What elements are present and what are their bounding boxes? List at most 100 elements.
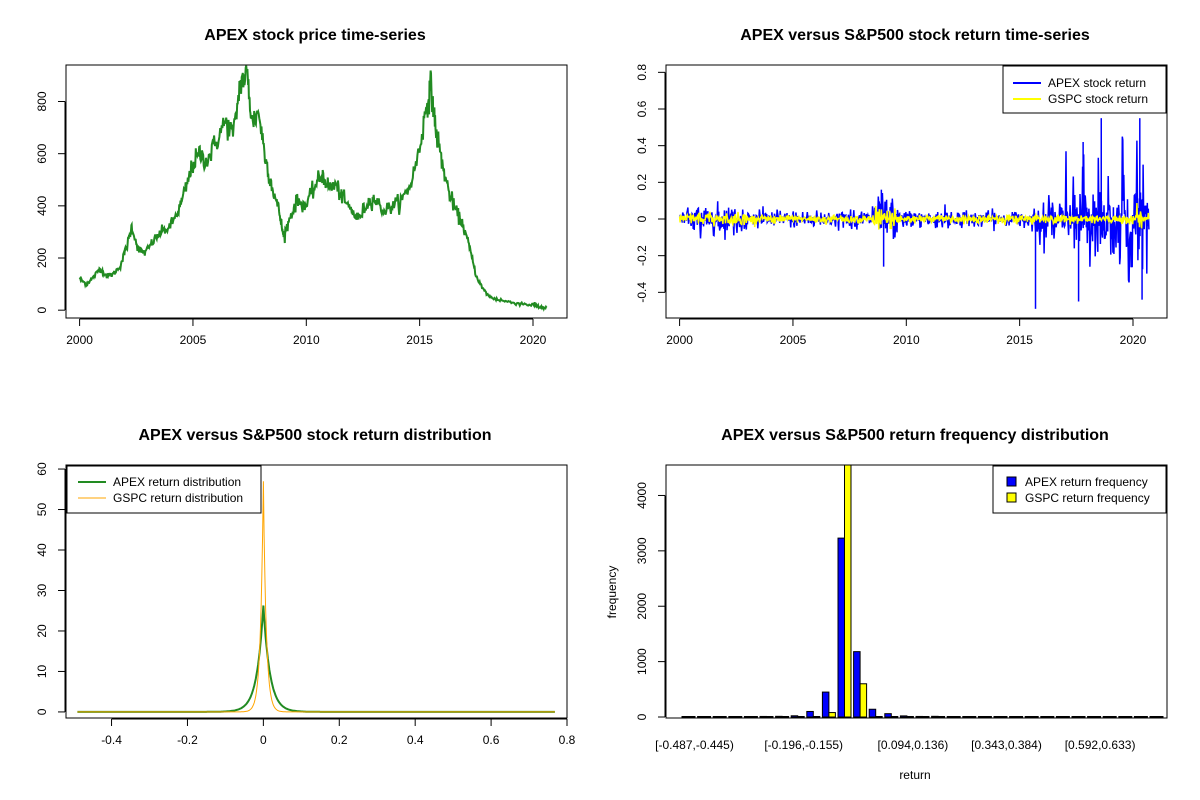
gspc-frequency-bar (875, 716, 883, 718)
gspc-frequency-bar (1015, 716, 1024, 718)
x-tick-label: 0.2 (331, 733, 348, 747)
apex-frequency-bar (1024, 716, 1033, 718)
panel-return-distribution: APEX versus S&P500 stock return distribu… (35, 427, 576, 747)
y-tick-label: 0 (35, 708, 49, 715)
apex-frequency-bar (946, 716, 955, 718)
apex-frequency-bar (1071, 716, 1079, 718)
legend: APEX return distribution GSPC return dis… (66, 465, 262, 514)
apex-frequency-bar (1102, 716, 1111, 718)
gspc-frequency-bar (1093, 716, 1102, 718)
gspc-frequency-bar (703, 716, 712, 718)
gspc-frequency-bar (1000, 716, 1008, 718)
apex-frequency-bar (821, 691, 830, 718)
gspc-frequency-bar (953, 716, 961, 718)
x-tick-label: 0.8 (559, 733, 576, 747)
legend-box (992, 465, 1167, 514)
y-tick-label: -0.2 (635, 245, 649, 266)
gspc-return-line (678, 202, 1150, 230)
y-tick-label: 0 (635, 215, 649, 222)
y-tick-label: 600 (35, 143, 49, 163)
x-tick-label: 0.4 (407, 733, 424, 747)
y-tick-label: 0.8 (635, 64, 649, 81)
legend-box (66, 465, 262, 514)
apex-frequency-bar (1118, 716, 1126, 718)
x-tick-label: [-0.196,-0.155) (764, 738, 843, 752)
chart-title: APEX versus S&P500 stock return distribu… (139, 427, 492, 444)
apex-return-line (679, 136, 1150, 283)
panel-price-timeseries: APEX stock price time-series 2000 2005 201… (35, 27, 568, 347)
chart-title: APEX versus S&P500 stock return time-ser… (740, 27, 1090, 44)
x-tick-label: 2020 (520, 333, 547, 347)
gspc-frequency-bar (828, 712, 836, 718)
x-tick-label: 2020 (1120, 333, 1147, 347)
x-tick-label: 2010 (893, 333, 920, 347)
y-tick-label: 50 (35, 503, 49, 517)
y-tick-label: 200 (35, 248, 49, 268)
legend-label-gspc: GSPC stock return (1048, 92, 1148, 106)
gspc-frequency-bar (1031, 716, 1039, 718)
legend: APEX return frequency GSPC return freque… (992, 465, 1167, 514)
y-tick-label: 1000 (635, 648, 649, 675)
x-tick-label: 2010 (293, 333, 320, 347)
chart-title: APEX versus S&P500 return frequency dist… (721, 427, 1109, 444)
y-tick-label: 20 (35, 624, 49, 638)
x-tick-label: 2000 (66, 333, 93, 347)
y-tick-label: 10 (35, 664, 49, 678)
gspc-frequency-bar (890, 716, 899, 718)
apex-frequency-bar (868, 708, 877, 718)
plot-frame (65, 464, 568, 719)
gspc-frequency-bar (1046, 716, 1055, 718)
apex-frequency-bar (712, 716, 721, 718)
x-tick-label: 0.6 (483, 733, 500, 747)
x-tick-label: 2015 (1006, 333, 1033, 347)
gspc-frequency-bar (922, 716, 930, 718)
apex-frequency-bar (775, 715, 783, 718)
gspc-frequency-bar (937, 716, 946, 718)
legend-swatch-gspc (1006, 492, 1017, 503)
gspc-frequency-bar (844, 464, 852, 718)
legend-swatch-apex (1006, 476, 1017, 487)
gspc-frequency-bar (734, 716, 743, 718)
x-tick-label: [0.592,0.633) (1065, 738, 1136, 752)
gspc-frequency-bar (812, 716, 821, 718)
apex-frequency-bar (915, 715, 923, 718)
apex-frequency-bar (1133, 716, 1142, 718)
apex-frequency-bar (1040, 716, 1048, 718)
gspc-frequency-bar (1124, 716, 1133, 718)
x-tick-label: 2005 (180, 333, 207, 347)
x-tick-label: -0.4 (101, 733, 122, 747)
panel-return-frequency: APEX versus S&P500 return frequency dist… (605, 427, 1168, 782)
apex-density-line (77, 605, 555, 713)
plot-frame (665, 64, 1168, 319)
y-axis-label: frequency (605, 566, 619, 619)
y-tick-label: 2000 (635, 593, 649, 620)
gspc-frequency-bar (781, 716, 790, 718)
panel-return-timeseries: APEX versus S&P500 stock return time-ser… (635, 27, 1168, 347)
apex-frequency-bar (931, 715, 939, 718)
legend-label-gspc: GSPC return frequency (1025, 491, 1150, 505)
apex-frequency-bar (759, 715, 767, 718)
x-tick-label: -0.2 (177, 733, 198, 747)
x-tick-label: [-0.487,-0.445) (655, 738, 734, 752)
apex-frequency-bar (853, 651, 861, 718)
apex-frequency-bar (837, 537, 845, 718)
legend-label-gspc: GSPC return distribution (113, 491, 243, 505)
gspc-frequency-bar (859, 683, 868, 718)
y-tick-label: -0.4 (635, 282, 649, 303)
apex-frequency-bar (962, 716, 970, 718)
x-tick-label: 2000 (666, 333, 693, 347)
gspc-density-line (77, 481, 555, 713)
apex-frequency-bar (806, 710, 814, 718)
gspc-frequency-bar (1078, 716, 1086, 718)
apex-frequency-bar (743, 716, 752, 718)
gspc-frequency-bar (750, 716, 758, 718)
y-tick-label: 0.2 (635, 174, 649, 191)
y-tick-label: 0.6 (635, 100, 649, 117)
y-tick-label: 0 (635, 713, 649, 720)
apex-frequency-bar (697, 716, 705, 718)
y-tick-label: 0.4 (635, 137, 649, 154)
gspc-frequency-bar (688, 716, 696, 718)
gspc-frequency-bar (906, 716, 914, 718)
apex-price-line (78, 65, 548, 312)
